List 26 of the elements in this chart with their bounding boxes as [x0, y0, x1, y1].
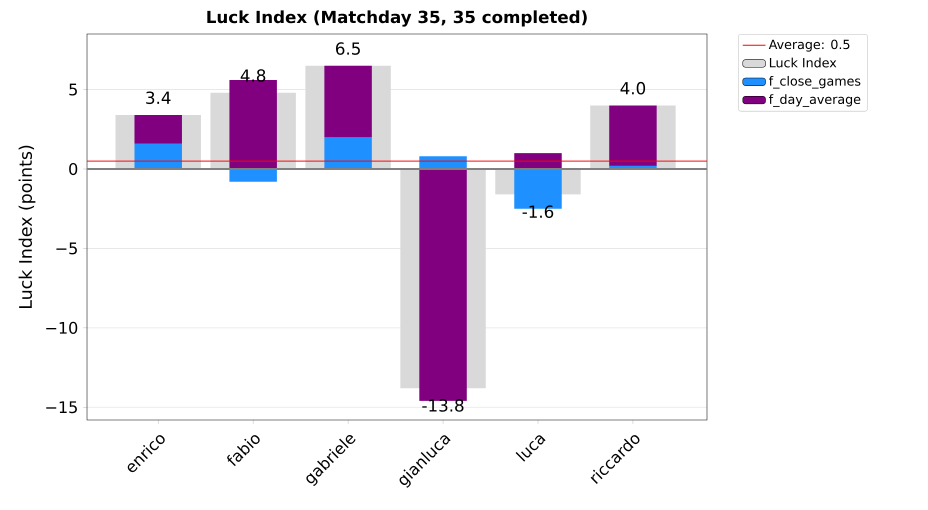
y-tick-label: −10 [46, 322, 78, 334]
data-label: -13.8 [422, 399, 464, 412]
legend-label: f_day_average [768, 94, 860, 107]
bar [134, 144, 182, 170]
bar [229, 80, 277, 170]
data-label: 4.8 [240, 69, 266, 82]
y-tick-label: 0 [69, 162, 78, 176]
data-label: 3.4 [146, 91, 171, 104]
bar [609, 105, 657, 166]
chart-title: Luck Index (Matchday 35, 35 completed) [207, 10, 587, 27]
bar [324, 137, 372, 170]
bar [324, 66, 372, 138]
bar [134, 115, 182, 144]
data-label: 4.0 [620, 82, 646, 95]
y-tick-label: 5 [69, 84, 77, 96]
y-axis-title: Luck Index (points) [18, 146, 36, 308]
y-tick-label: −5 [56, 242, 77, 254]
data-label: -1.6 [522, 205, 554, 218]
data-label: 6.5 [336, 42, 360, 55]
x-tick-label: luca [516, 435, 546, 462]
bar [419, 169, 467, 401]
legend-label: Average: 0.5 [768, 40, 850, 52]
legend-label: f_close_games [768, 76, 860, 89]
legend-label: Luck Index [770, 58, 836, 68]
bar [229, 169, 277, 182]
y-tick-label: −15 [46, 401, 77, 414]
